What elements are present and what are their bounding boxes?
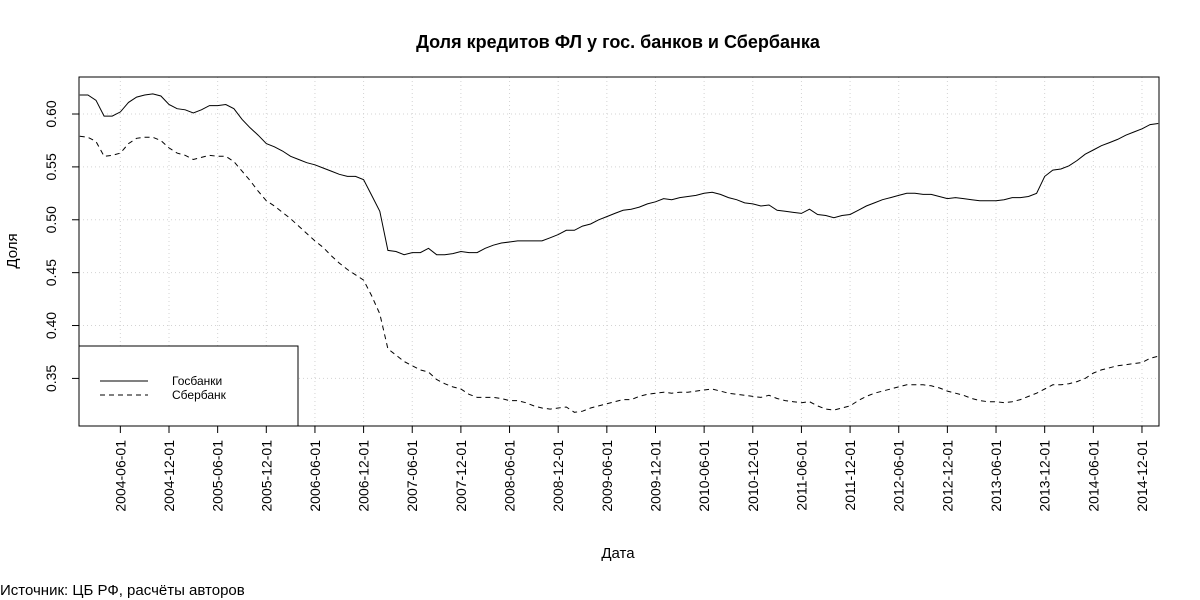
x-tick-label: 2011-12-01 [842, 440, 858, 511]
x-tick-label: 2009-12-01 [647, 440, 663, 512]
y-axis: 0.35 0.40 0.45 0.50 0.55 0.60 [43, 100, 79, 392]
y-tick-label: 0.60 [43, 100, 59, 127]
x-tick-label: 2014-06-01 [1085, 440, 1101, 512]
source-note: Источник: ЦБ РФ, расчёты авторов [0, 582, 245, 599]
line-chart: Доля кредитов ФЛ у гос. банков и Сбербан… [4, 32, 1160, 562]
x-tick-label: 2005-12-01 [258, 440, 274, 512]
x-tick-label: 2012-06-01 [891, 440, 907, 512]
chart-title: Доля кредитов ФЛ у гос. банков и Сбербан… [416, 32, 821, 52]
x-tick-label: 2011-06-01 [793, 440, 809, 511]
x-tick-label: 2012-12-01 [939, 440, 955, 512]
x-tick-label: 2010-06-01 [696, 440, 712, 512]
x-tick-label: 2010-12-01 [745, 440, 761, 512]
x-tick-label: 2007-12-01 [453, 440, 469, 512]
x-tick-label: 2014-12-01 [1134, 440, 1150, 512]
x-tick-label: 2006-12-01 [356, 440, 372, 512]
y-tick-label: 0.45 [43, 259, 59, 286]
series-line-gosbanki [79, 93, 1159, 256]
x-tick-label: 2004-06-01 [112, 440, 128, 512]
y-tick-label: 0.55 [43, 153, 59, 180]
y-axis-title: Доля [4, 233, 21, 268]
plot-series [79, 93, 1159, 413]
x-tick-label: 2009-06-01 [599, 440, 615, 512]
legend-label-sberbank: Сбербанк [172, 388, 227, 402]
y-tick-label: 0.50 [43, 206, 59, 233]
x-tick-label: 2005-06-01 [210, 440, 226, 512]
y-tick-label: 0.35 [43, 365, 59, 392]
x-tick-label: 2004-12-01 [161, 440, 177, 512]
y-tick-label: 0.40 [43, 312, 59, 339]
x-tick-label: 2008-06-01 [502, 440, 518, 512]
x-tick-label: 2013-12-01 [1037, 440, 1053, 512]
x-axis: 2004-06-01 2004-12-01 2005-06-01 2005-12-01… [112, 426, 1150, 512]
x-tick-label: 2006-06-01 [307, 440, 323, 512]
legend: Госбанки Сбербанк [78, 345, 299, 427]
legend-label-gosbanki: Госбанки [172, 374, 222, 388]
x-tick-label: 2008-12-01 [550, 440, 566, 512]
x-axis-title: Дата [601, 545, 635, 562]
x-tick-label: 2013-06-01 [988, 440, 1004, 512]
x-tick-label: 2007-06-01 [404, 440, 420, 512]
series-line-sberbank [79, 135, 1159, 413]
plot-frame [78, 76, 1160, 427]
grid-lines [79, 77, 1159, 426]
legend-box [78, 345, 299, 427]
